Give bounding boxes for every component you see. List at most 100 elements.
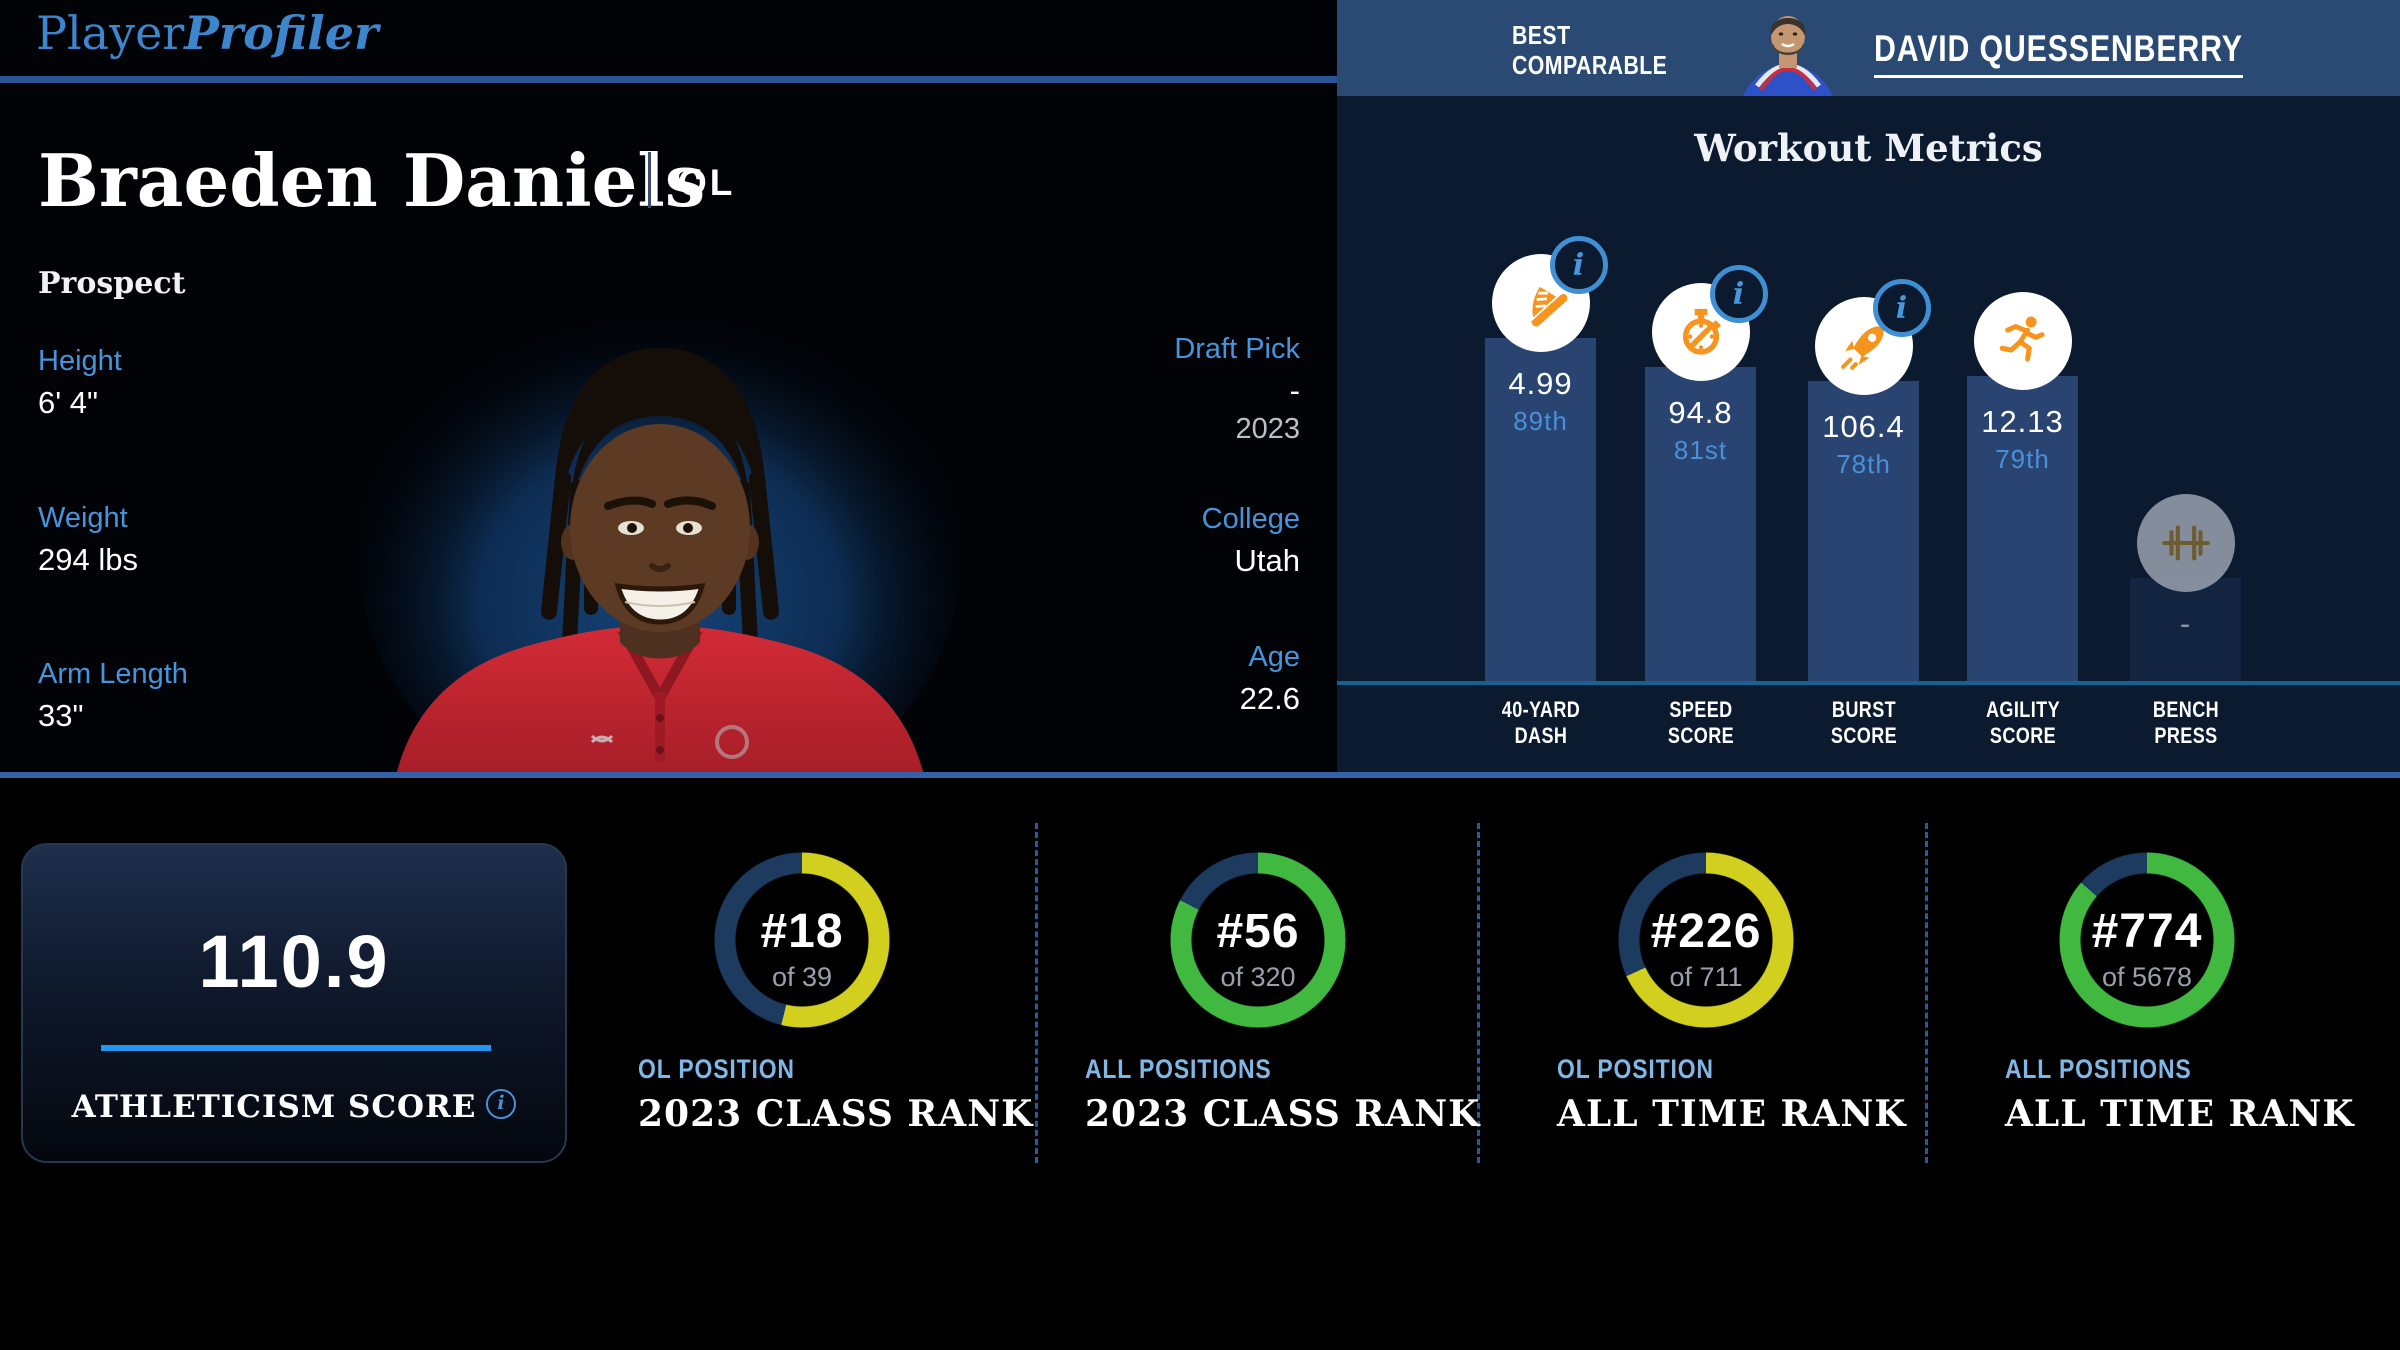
chart-baseline xyxy=(1337,681,2400,685)
metric-bar xyxy=(1808,381,1919,681)
metric-bar xyxy=(2130,578,2241,681)
rank-number: #774 xyxy=(2091,905,2203,958)
best-comparable-banner: BEST COMPARABLE DAVID QUESSENBERRY xyxy=(1337,0,2400,96)
rank-of-total: of 320 xyxy=(1220,962,1296,992)
name-position-divider xyxy=(648,152,651,208)
rank-donut xyxy=(714,852,890,1028)
metric-bar xyxy=(1645,367,1756,681)
detail-sub-value: 2023 xyxy=(1235,413,1300,445)
metric-40-yard-dash: 4.99 89th i 40-YARD DASH xyxy=(1485,0,1608,777)
detail-value: 33" xyxy=(38,698,84,733)
metric-label: SPEED SCORE xyxy=(1667,697,1734,749)
detail-value: - xyxy=(1289,373,1300,408)
hero-left-panel: PlayerProfiler xyxy=(0,0,1337,777)
metric-label: 40-YARD DASH xyxy=(1501,697,1580,749)
info-icon[interactable]: i xyxy=(1549,236,1608,294)
metric-value: 106.4 xyxy=(1822,409,1905,444)
detail-arm-length: Arm Length 33" xyxy=(38,658,188,734)
athleticism-score-label: ATHLETICISM SCORE i xyxy=(23,1089,565,1125)
detail-label: Age xyxy=(1248,641,1300,673)
logo-player: Player xyxy=(36,6,185,60)
workout-chart: 4.99 89th i 40-YARD DASH 94.8 81st i SPEED SCORE 1… xyxy=(1337,0,2400,777)
best-comparable-label: BEST COMPARABLE xyxy=(1512,20,1668,81)
rank-number: #56 xyxy=(1216,905,1300,958)
logo-profiler: Profiler xyxy=(184,6,379,60)
rank-separator xyxy=(1477,823,1480,1163)
detail-age: Age 22.6 xyxy=(1240,641,1300,717)
detail-draft-pick: Draft Pick - 2023 xyxy=(1174,333,1300,446)
best-comparable-label-line2: COMPARABLE xyxy=(1512,49,1668,80)
metric-percentile: 81st xyxy=(1673,435,1728,465)
metric-value: 4.99 xyxy=(1508,366,1573,401)
rank-donuts: #18 of 39 OL POSITION 2023 CLASS RANK #56 of … xyxy=(0,778,2400,1350)
rank-title: ALL TIME RANK xyxy=(2005,1093,2355,1135)
rank-of-total: of 5678 xyxy=(2101,962,2193,992)
workout-panel: BEST COMPARABLE DAVID QUESSENBERRY Worko… xyxy=(1337,0,2400,777)
info-icon[interactable]: i xyxy=(1709,265,1768,323)
logo-underline xyxy=(0,76,1337,83)
metric-value: - xyxy=(2179,606,2192,641)
athleticism-score-underline xyxy=(101,1045,491,1051)
athleticism-score-value: 110.9 xyxy=(198,920,390,1003)
rank-number: #18 xyxy=(760,905,844,958)
athleticism-info-icon[interactable]: i xyxy=(486,1089,517,1119)
metric-bar xyxy=(1967,376,2078,681)
detail-label: Height xyxy=(38,345,122,377)
metric-percentile: 89th xyxy=(1513,406,1568,436)
rank-of-total: of 711 xyxy=(1669,962,1743,992)
rank-separator xyxy=(1035,823,1038,1163)
player-name: Braeden Daniels xyxy=(38,138,706,223)
rank-scope-tag: OL POSITION xyxy=(638,1054,795,1084)
detail-label: Draft Pick xyxy=(1174,333,1300,365)
detail-value: Utah xyxy=(1234,543,1300,578)
rank-donut xyxy=(1170,852,1346,1028)
rank-donut xyxy=(2059,852,2235,1028)
metric-percentile: 79th xyxy=(1995,444,2050,474)
rank-donut xyxy=(1618,852,1794,1028)
dumbbell-icon xyxy=(2136,494,2235,592)
player-profiler-logo[interactable]: PlayerProfiler xyxy=(36,6,378,60)
hero-bottom-border xyxy=(0,772,2400,778)
detail-college: College Utah xyxy=(1202,503,1300,579)
metric-bench-press: - BENCH PRESS xyxy=(2130,0,2241,777)
metric-value: 12.13 xyxy=(1981,404,2064,439)
rank-title: 2023 CLASS RANK xyxy=(638,1093,1034,1135)
detail-value: 22.6 xyxy=(1239,681,1300,716)
detail-value: 6' 4" xyxy=(38,385,99,420)
rank-section: 110.9 ATHLETICISM SCORE i #18 of 39 OL POSI… xyxy=(0,778,2400,1350)
detail-value: 294 lbs xyxy=(38,542,138,577)
detail-weight: Weight 294 lbs xyxy=(38,502,138,578)
rank-title: ALL TIME RANK xyxy=(1557,1093,1907,1135)
metric-burst-score: 106.4 78th i BURST SCORE xyxy=(1808,0,1931,777)
metric-bar xyxy=(1485,338,1596,681)
workout-metrics-title: Workout Metrics xyxy=(1694,126,2043,170)
metric-speed-score: 94.8 81st i SPEED SCORE xyxy=(1645,0,1768,777)
comparable-player-photo xyxy=(1743,16,1833,96)
player-position: OL xyxy=(678,162,736,203)
rank-separator xyxy=(1925,823,1928,1163)
rank-scope-tag: ALL POSITIONS xyxy=(1085,1054,1272,1084)
runner-icon xyxy=(1973,292,2072,390)
rank-of-total: of 39 xyxy=(771,962,833,992)
detail-label: College xyxy=(1201,503,1300,535)
metric-label: AGILITY SCORE xyxy=(1985,697,2060,749)
info-icon[interactable]: i xyxy=(1872,279,1931,337)
metric-percentile: 78th xyxy=(1836,449,1891,479)
detail-label: Weight xyxy=(38,502,128,534)
rank-scope-tag: OL POSITION xyxy=(1557,1054,1714,1084)
player-photo xyxy=(360,295,960,775)
rank-number: #226 xyxy=(1650,905,1762,958)
detail-height: Height 6' 4" xyxy=(38,345,122,421)
comparable-player-link[interactable]: DAVID QUESSENBERRY xyxy=(1874,28,2243,78)
metric-label: BURST SCORE xyxy=(1830,697,1897,749)
rank-title: 2023 CLASS RANK xyxy=(1085,1093,1481,1135)
metric-value: 94.8 xyxy=(1668,395,1733,430)
rank-scope-tag: ALL POSITIONS xyxy=(2005,1054,2192,1084)
athleticism-score-label-text: ATHLETICISM SCORE xyxy=(71,1089,477,1125)
detail-label: Arm Length xyxy=(38,658,188,690)
metric-label: BENCH PRESS xyxy=(2152,697,2219,749)
athleticism-score-card: 110.9 ATHLETICISM SCORE i xyxy=(21,843,567,1163)
metric-agility-score: 12.13 79th AGILITY SCORE xyxy=(1967,0,2078,777)
best-comparable-label-line1: BEST xyxy=(1512,20,1571,50)
